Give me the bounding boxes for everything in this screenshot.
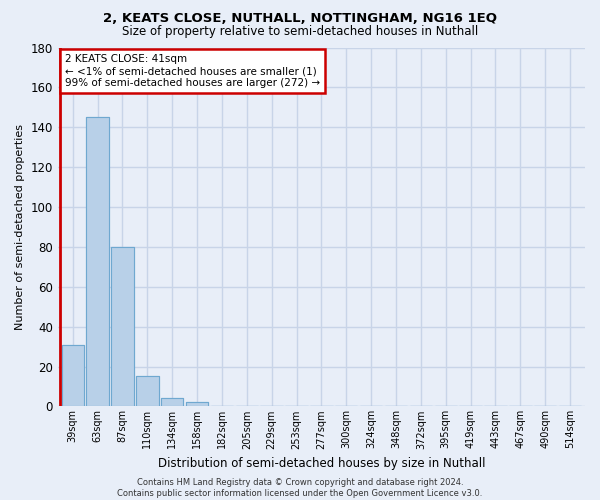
Bar: [186, 402, 208, 406]
Bar: [161, 398, 184, 406]
Bar: [86, 118, 109, 406]
Text: Contains HM Land Registry data © Crown copyright and database right 2024.
Contai: Contains HM Land Registry data © Crown c…: [118, 478, 482, 498]
Text: 2 KEATS CLOSE: 41sqm
← <1% of semi-detached houses are smaller (1)
99% of semi-d: 2 KEATS CLOSE: 41sqm ← <1% of semi-detac…: [65, 54, 320, 88]
Bar: [62, 344, 84, 406]
X-axis label: Distribution of semi-detached houses by size in Nuthall: Distribution of semi-detached houses by …: [158, 457, 485, 470]
Bar: [111, 247, 134, 406]
Bar: [136, 376, 158, 406]
Bar: [186, 402, 208, 406]
Bar: [161, 398, 184, 406]
Bar: [111, 247, 134, 406]
Bar: [62, 344, 84, 406]
Text: 2, KEATS CLOSE, NUTHALL, NOTTINGHAM, NG16 1EQ: 2, KEATS CLOSE, NUTHALL, NOTTINGHAM, NG1…: [103, 12, 497, 26]
Bar: [136, 376, 158, 406]
Y-axis label: Number of semi-detached properties: Number of semi-detached properties: [15, 124, 25, 330]
Text: Size of property relative to semi-detached houses in Nuthall: Size of property relative to semi-detach…: [122, 25, 478, 38]
Bar: [86, 118, 109, 406]
